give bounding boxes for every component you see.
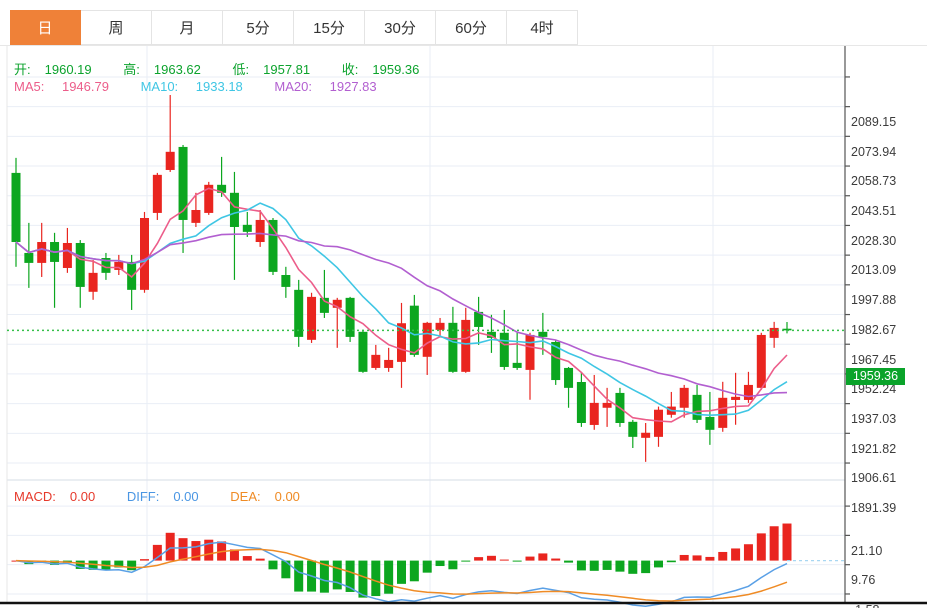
dea-label: DEA: <box>230 489 261 504</box>
diff-value: 0.00 <box>173 489 199 504</box>
high-label: 高: <box>123 62 140 77</box>
y-axis-tick: 2058.73 <box>851 174 897 189</box>
diff-label: DIFF: <box>126 489 160 504</box>
y-axis-tick: 2013.09 <box>851 263 897 278</box>
last-price-badge: 1959.36 <box>846 367 905 385</box>
y-axis-tick: 2073.94 <box>851 144 897 159</box>
tab-week[interactable]: 周 <box>81 10 152 45</box>
ma20-label: MA20: <box>274 79 312 94</box>
close-label: 收: <box>341 62 359 77</box>
y-axis-tick: 1997.88 <box>851 293 897 308</box>
macd-label: MACD: <box>14 489 56 504</box>
close-value: 1959.36 <box>372 62 420 77</box>
tab-60min[interactable]: 60分 <box>436 10 507 45</box>
tab-4hour[interactable]: 4时 <box>507 10 578 45</box>
tab-30min[interactable]: 30分 <box>365 10 436 45</box>
dea-value: 0.00 <box>274 489 300 504</box>
open-value: 1960.19 <box>44 62 92 77</box>
timeframe-tabbar: 日 周 月 5分 15分 30分 60分 4时 <box>0 0 927 46</box>
y-axis-tick: 1967.45 <box>851 352 897 367</box>
chart-area[interactable]: 开: 1960.19 高: 1963.62 低: 1957.81 收: 1959.36 … <box>0 46 927 608</box>
tab-month[interactable]: 月 <box>152 10 223 45</box>
tab-5min[interactable]: 5分 <box>223 10 294 45</box>
ma5-value: 1946.79 <box>61 79 109 94</box>
y-axis-tick: 1982.67 <box>851 322 897 337</box>
y-axis-tick: -1.58 <box>851 603 880 608</box>
ma10-label: MA10: <box>140 79 179 94</box>
ma5-label: MA5: <box>14 79 45 94</box>
y-axis-tick: 1921.82 <box>851 441 897 456</box>
y-axis-tick: 2028.30 <box>851 233 897 248</box>
ma20-value: 1927.83 <box>329 79 377 94</box>
ohlc-readout: 开: 1960.19 高: 1963.62 低: 1957.81 收: 1959.36 <box>14 59 447 78</box>
macd-value: 0.00 <box>69 489 96 504</box>
y-axis-tick: 1906.61 <box>851 471 897 486</box>
y-axis-tick: 21.10 <box>851 544 883 559</box>
y-axis-tick: 1937.03 <box>851 411 897 426</box>
y-axis-tick: 9.76 <box>851 573 876 588</box>
ma10-value: 1933.18 <box>195 79 243 94</box>
candlestick-macd-canvas[interactable] <box>0 46 927 608</box>
y-axis-tick: 1891.39 <box>851 501 897 516</box>
tab-15min[interactable]: 15分 <box>294 10 365 45</box>
y-axis-tick: 1952.24 <box>851 382 897 397</box>
y-axis-tick: 2043.51 <box>851 204 897 219</box>
low-label: 低: <box>232 62 250 77</box>
high-value: 1963.62 <box>153 62 201 77</box>
ma-readout: MA5: 1946.79 MA10: 1933.18 MA20: 1927.83 <box>14 79 405 94</box>
low-value: 1957.81 <box>263 62 311 77</box>
tab-day[interactable]: 日 <box>10 10 81 45</box>
macd-readout: MACD: 0.00 DIFF: 0.00 DEA: 0.00 <box>14 489 328 504</box>
y-axis-tick: 2089.15 <box>851 114 897 129</box>
open-label: 开: <box>14 62 31 77</box>
